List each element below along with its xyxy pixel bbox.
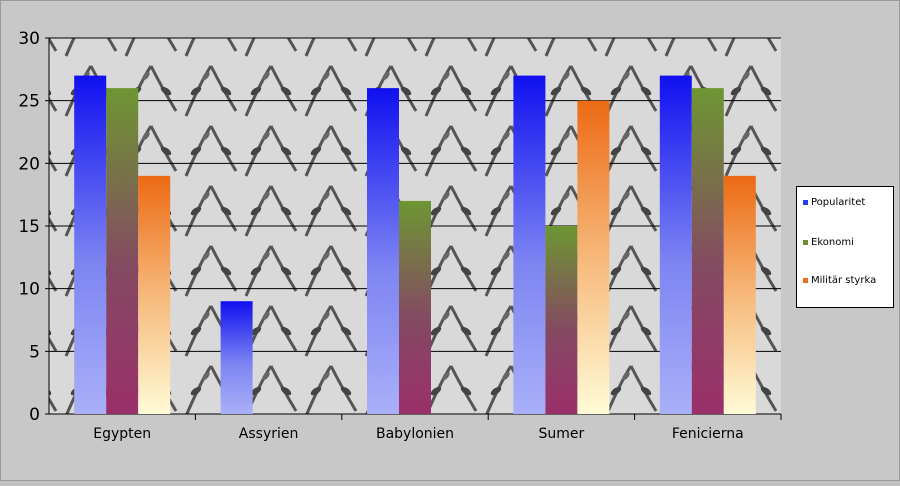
bar-popularitet-sumer (513, 75, 546, 414)
bar-popularitet-babylonien (367, 88, 399, 414)
legend-swatch-ekonomi (803, 240, 808, 245)
y-tick-labels: 0 5 10 15 20 25 30 (18, 29, 40, 425)
bar-milit-r-styrka-fenicierna (723, 175, 756, 414)
x-tick-label: Sumer (539, 426, 585, 442)
x-tick-label: Assyrien (239, 426, 299, 442)
legend-label: Ekonomi (811, 237, 854, 248)
x-tick-labels: Egypten Assyrien Babylonien Sumer Fenicierna (93, 426, 743, 442)
bar-popularitet-egypten (74, 75, 107, 414)
bar-popularitet-fenicierna (659, 75, 692, 414)
bar-popularitet-assyrien (220, 301, 253, 414)
x-tick-label: Egypten (93, 426, 151, 442)
x-tick-label: Fenicierna (672, 426, 744, 442)
legend-item-militar-styrka: Militär styrka (803, 275, 889, 287)
legend-item-popularitet: Popularitet (803, 197, 889, 209)
bars (74, 75, 756, 415)
y-tick-label: 5 (29, 342, 40, 362)
y-tick-label: 15 (18, 217, 40, 237)
legend-swatch-militar-styrka (803, 278, 808, 283)
bar-ekonomi-sumer (545, 226, 578, 414)
bar-ekonomi-egypten (106, 88, 139, 414)
bar-milit-r-styrka-sumer (577, 100, 610, 415)
y-tick-label: 10 (18, 280, 40, 300)
legend-label: Militär styrka (811, 275, 877, 286)
y-tick-label: 20 (18, 154, 40, 174)
y-tick-label: 0 (29, 405, 40, 425)
x-tick-label: Babylonien (376, 426, 454, 442)
bar-ekonomi-babylonien (399, 200, 431, 414)
y-tick-label: 30 (18, 29, 40, 49)
legend-label: Popularitet (811, 197, 866, 208)
legend: Popularitet Ekonomi Militär styrka (796, 186, 894, 308)
legend-swatch-popularitet (803, 200, 808, 205)
bar-ekonomi-fenicierna (691, 88, 724, 414)
y-tick-label: 25 (18, 92, 40, 112)
bar-milit-r-styrka-egypten (138, 175, 171, 414)
legend-item-ekonomi: Ekonomi (803, 237, 889, 249)
